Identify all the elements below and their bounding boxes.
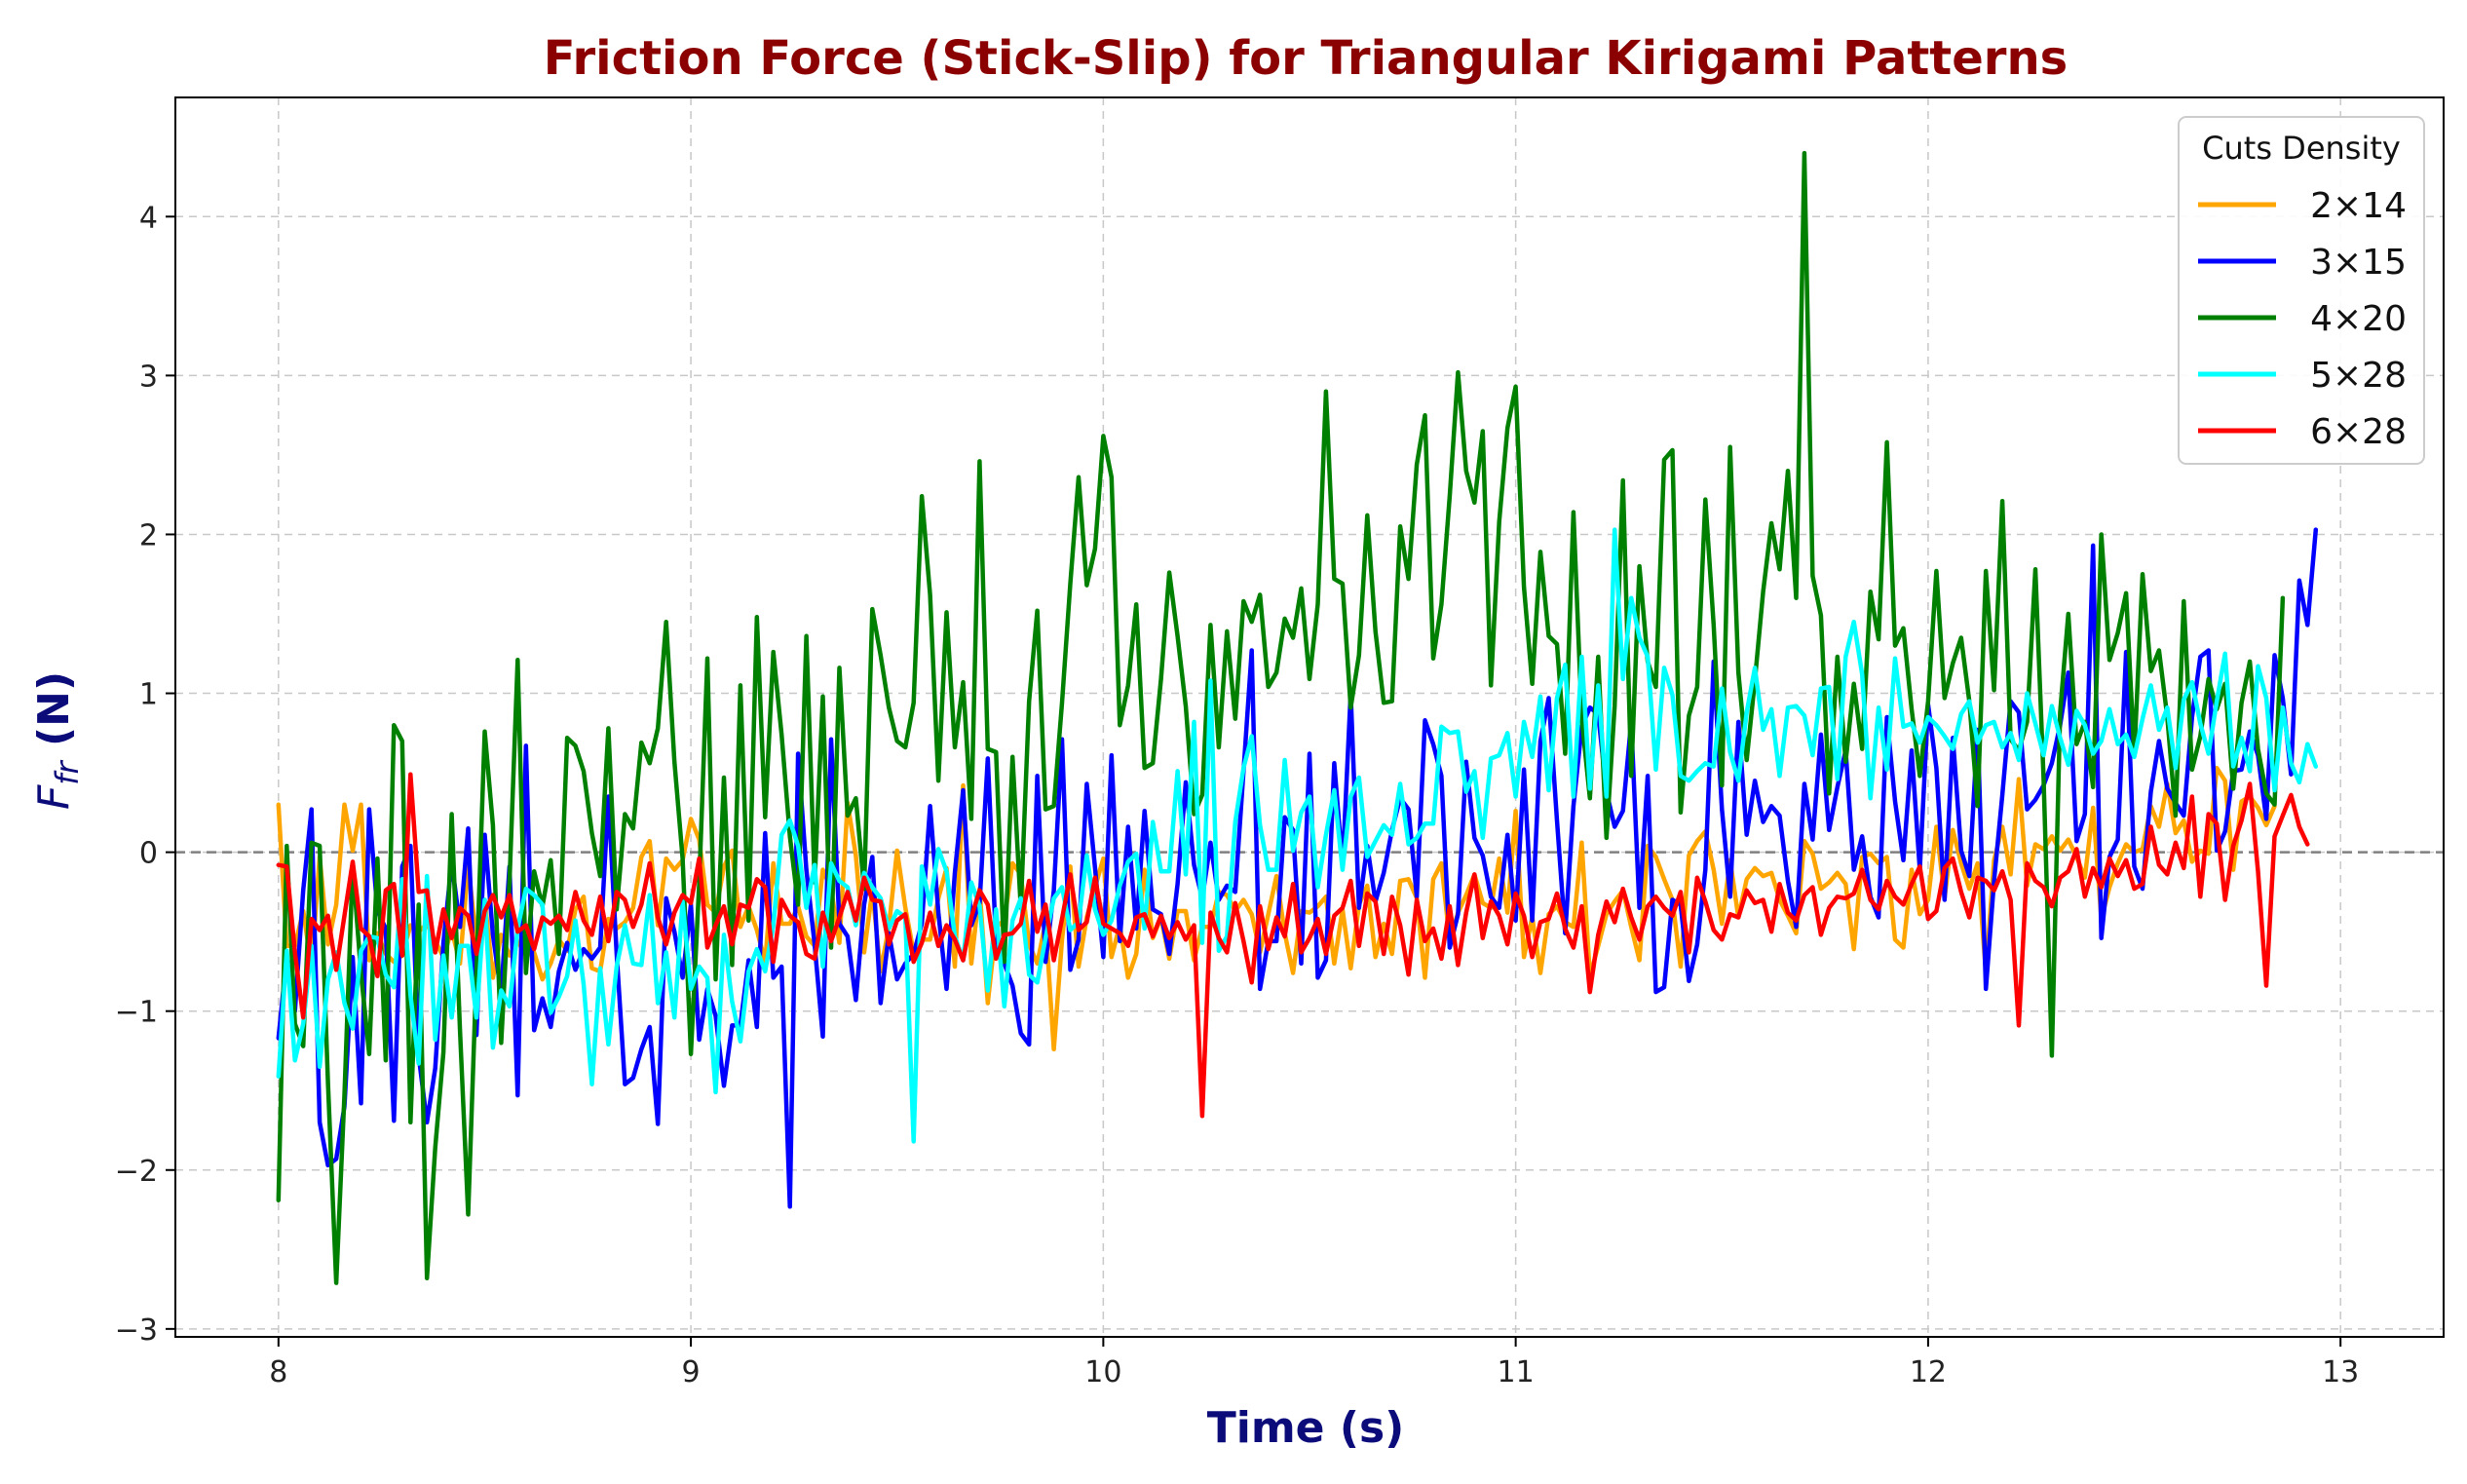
series-line-4 bbox=[276, 527, 2319, 1144]
x-tick-label: 12 bbox=[1910, 1355, 1947, 1389]
series-line-3 bbox=[276, 150, 2286, 1285]
plot-frame bbox=[174, 96, 2445, 1338]
y-tick-label: −3 bbox=[115, 1313, 158, 1348]
legend-items: 2×14 3×15 4×20 5×28 6×28 bbox=[2198, 186, 2407, 452]
y-axis-ticks: −3 −2 −1 0 1 2 3 4 bbox=[115, 201, 175, 1348]
legend-label-4: 5×28 bbox=[2310, 356, 2407, 396]
x-tick-label: 9 bbox=[682, 1355, 701, 1389]
y-tick-label: 3 bbox=[139, 360, 158, 394]
y-axis-label: Ffr (N) bbox=[29, 671, 86, 810]
x-axis-label: Time (s) bbox=[1207, 1403, 1405, 1453]
y-axis-label-subscript: fr bbox=[49, 759, 86, 784]
series-line-5 bbox=[276, 772, 2310, 1119]
series-line-2 bbox=[276, 527, 2319, 1209]
data-series bbox=[276, 150, 2319, 1285]
legend-label-3: 4×20 bbox=[2310, 299, 2407, 339]
legend-label-2: 3×15 bbox=[2310, 243, 2407, 283]
legend-label-5: 6×28 bbox=[2310, 412, 2407, 452]
y-axis-label-symbol: F bbox=[29, 784, 79, 810]
chart-title: Friction Force (Stick-Slip) for Triangul… bbox=[544, 31, 2068, 86]
y-tick-label: −1 bbox=[115, 996, 158, 1030]
y-tick-label: 2 bbox=[139, 518, 158, 552]
x-tick-label: 11 bbox=[1498, 1355, 1535, 1389]
y-tick-label: −2 bbox=[115, 1155, 158, 1189]
y-tick-label: 0 bbox=[139, 837, 158, 871]
x-tick-label: 13 bbox=[2322, 1355, 2359, 1389]
x-tick-label: 10 bbox=[1084, 1355, 1121, 1389]
legend: Cuts Density 2×14 3×15 4×20 5×28 6×28 bbox=[2178, 116, 2425, 465]
y-tick-label: 4 bbox=[139, 201, 158, 235]
legend-title: Cuts Density bbox=[2202, 130, 2401, 167]
y-tick-label: 1 bbox=[139, 678, 158, 712]
legend-label-1: 2×14 bbox=[2310, 186, 2407, 226]
x-axis-ticks: 8 9 10 11 12 13 bbox=[269, 1337, 2359, 1389]
x-tick-label: 8 bbox=[269, 1355, 287, 1389]
y-axis-label-unit: (N) bbox=[29, 671, 79, 761]
